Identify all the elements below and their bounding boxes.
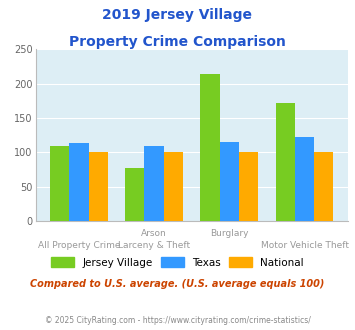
Bar — [275, 103, 295, 221]
Bar — [239, 152, 258, 221]
Bar — [220, 142, 239, 221]
Bar — [200, 74, 220, 221]
Text: Burglary: Burglary — [210, 229, 248, 238]
Bar — [88, 152, 108, 221]
Bar — [144, 146, 164, 221]
Bar — [125, 168, 144, 221]
Bar — [50, 146, 69, 221]
Text: Motor Vehicle Theft: Motor Vehicle Theft — [261, 241, 349, 250]
Bar — [164, 152, 183, 221]
Bar — [314, 152, 333, 221]
Text: Property Crime Comparison: Property Crime Comparison — [69, 35, 286, 49]
Bar — [69, 143, 88, 221]
Text: Larceny & Theft: Larceny & Theft — [118, 241, 190, 250]
Text: 2019 Jersey Village: 2019 Jersey Village — [103, 8, 252, 22]
Text: All Property Crime: All Property Crime — [38, 241, 120, 250]
Legend: Jersey Village, Texas, National: Jersey Village, Texas, National — [48, 254, 307, 271]
Text: © 2025 CityRating.com - https://www.cityrating.com/crime-statistics/: © 2025 CityRating.com - https://www.city… — [45, 316, 310, 325]
Text: Compared to U.S. average. (U.S. average equals 100): Compared to U.S. average. (U.S. average … — [30, 279, 325, 289]
Bar — [295, 137, 314, 221]
Text: Arson: Arson — [141, 229, 167, 238]
